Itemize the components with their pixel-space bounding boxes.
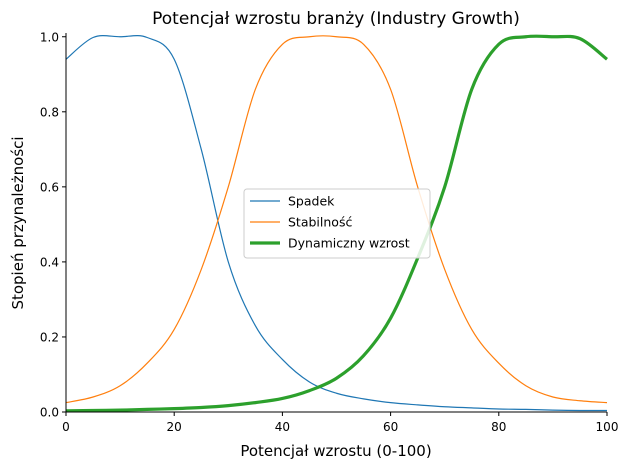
legend-label-spadek: Spadek xyxy=(288,194,335,209)
chart-title: Potencjał wzrostu branży (Industry Growt… xyxy=(152,9,520,29)
x-tick-label-80: 80 xyxy=(491,420,506,434)
series-line-stabilnosc xyxy=(65,35,608,404)
x-tick-label-100: 100 xyxy=(596,420,619,434)
series-line-dynamiczny-wzrost xyxy=(65,34,609,413)
y-tick-label-0-6: 0.6 xyxy=(40,180,59,194)
y-tick-label-1-0: 1.0 xyxy=(40,30,59,44)
y-tick-label-0-2: 0.2 xyxy=(40,330,59,344)
y-ticks: 0.0 0.2 0.4 0.6 0.8 1.0 xyxy=(40,30,66,420)
legend-box xyxy=(243,188,431,259)
legend-label-stabilnosc: Stabilność xyxy=(288,215,352,230)
y-tick-label-0-0: 0.0 xyxy=(40,406,59,420)
x-ticks: 0 20 40 60 80 100 xyxy=(62,412,618,434)
series-line-spadek xyxy=(65,35,608,412)
x-tick-label-40: 40 xyxy=(275,420,290,434)
y-axis-label: Stopień przynależności xyxy=(9,136,27,309)
x-tick-label-20: 20 xyxy=(167,420,182,434)
legend-label-dynamiczny-wzrost: Dynamiczny wzrost xyxy=(288,236,410,251)
x-axis-label: Potencjał wzrostu (0-100) xyxy=(240,442,431,460)
x-tick-label-0: 0 xyxy=(62,420,70,434)
legend: Spadek Stabilność Dynamiczny wzrost xyxy=(243,188,431,259)
plot-lines xyxy=(65,34,609,413)
y-tick-label-0-4: 0.4 xyxy=(40,255,59,269)
y-tick-label-0-8: 0.8 xyxy=(40,105,59,119)
x-tick-label-60: 60 xyxy=(383,420,398,434)
